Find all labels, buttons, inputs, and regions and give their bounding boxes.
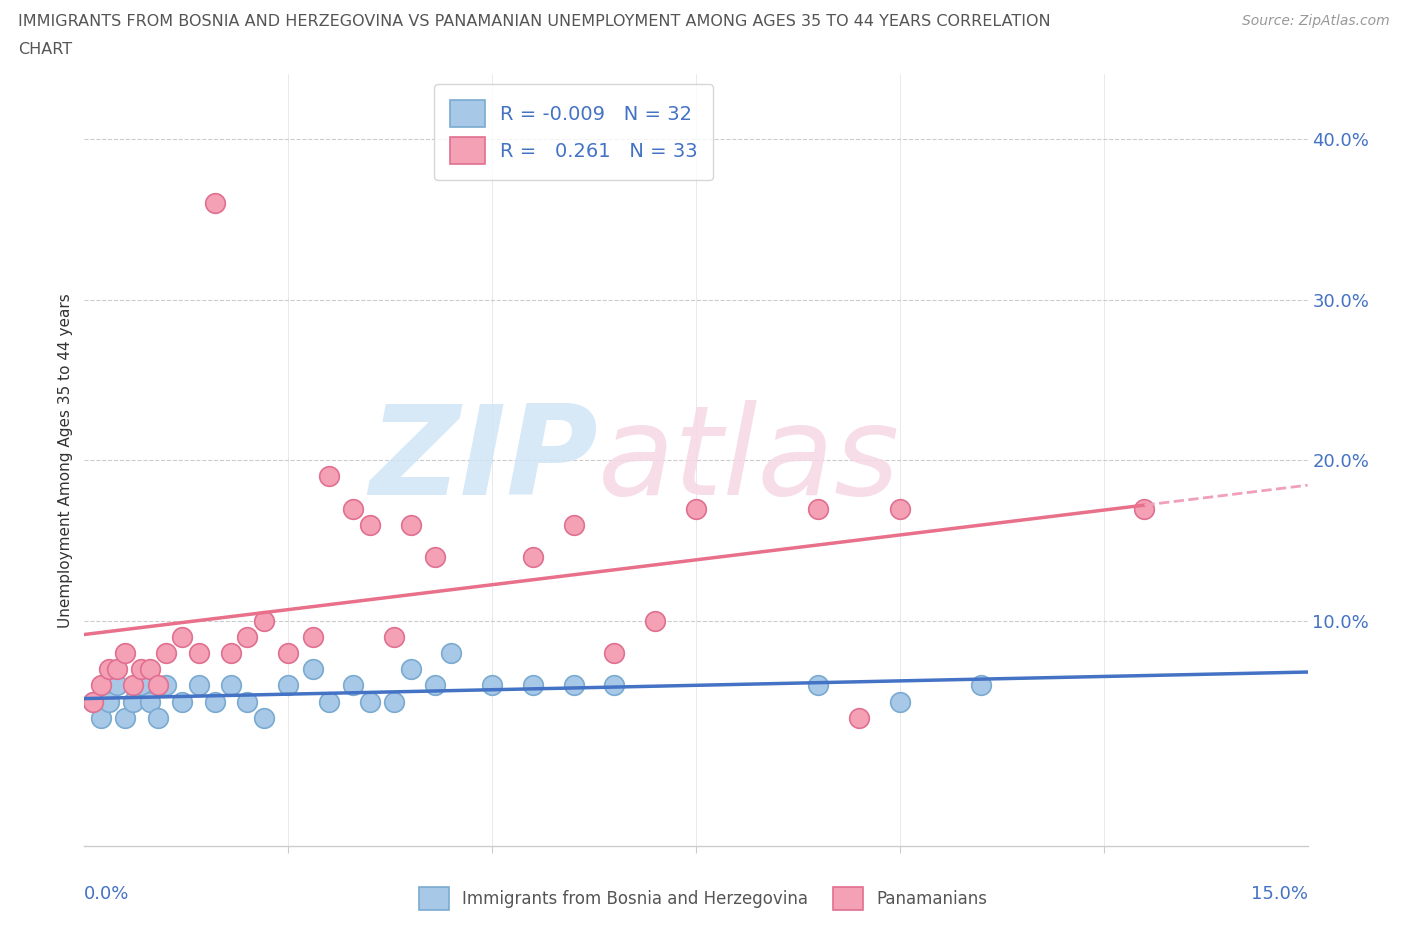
Point — [122, 678, 145, 693]
Point — [1133, 501, 1156, 516]
Point — [644, 614, 666, 629]
Point — [82, 694, 104, 709]
Point — [187, 645, 209, 660]
Point — [562, 517, 585, 532]
Point — [155, 645, 177, 660]
Point — [172, 694, 194, 709]
Point — [685, 501, 707, 516]
Point — [522, 678, 544, 693]
Point — [253, 614, 276, 629]
Point — [848, 711, 870, 725]
Point — [253, 711, 276, 725]
Point — [146, 678, 169, 693]
Point — [90, 678, 112, 693]
Point — [889, 694, 911, 709]
Point — [481, 678, 503, 693]
Point — [236, 630, 259, 644]
Point — [522, 550, 544, 565]
Text: ZIP: ZIP — [370, 400, 598, 521]
Point — [187, 678, 209, 693]
Point — [172, 630, 194, 644]
Point — [146, 711, 169, 725]
Point — [359, 517, 381, 532]
Point — [204, 195, 226, 210]
Point — [277, 678, 299, 693]
Point — [889, 501, 911, 516]
Point — [970, 678, 993, 693]
Y-axis label: Unemployment Among Ages 35 to 44 years: Unemployment Among Ages 35 to 44 years — [58, 293, 73, 628]
Point — [90, 711, 112, 725]
Text: atlas: atlas — [598, 400, 900, 521]
Point — [138, 662, 160, 677]
Point — [382, 630, 405, 644]
Point — [399, 517, 422, 532]
Point — [131, 662, 153, 677]
Point — [603, 645, 626, 660]
Point — [807, 501, 830, 516]
Point — [359, 694, 381, 709]
Point — [399, 662, 422, 677]
Point — [138, 694, 160, 709]
Point — [219, 678, 242, 693]
Point — [440, 645, 463, 660]
Text: IMMIGRANTS FROM BOSNIA AND HERZEGOVINA VS PANAMANIAN UNEMPLOYMENT AMONG AGES 35 : IMMIGRANTS FROM BOSNIA AND HERZEGOVINA V… — [18, 14, 1050, 29]
Point — [114, 711, 136, 725]
Text: CHART: CHART — [18, 42, 72, 57]
Point — [277, 645, 299, 660]
Legend: Immigrants from Bosnia and Herzegovina, Panamanians: Immigrants from Bosnia and Herzegovina, … — [412, 880, 994, 917]
Point — [423, 550, 446, 565]
Point — [301, 630, 323, 644]
Point — [236, 694, 259, 709]
Point — [97, 694, 120, 709]
Point — [219, 645, 242, 660]
Point — [318, 694, 340, 709]
Text: 15.0%: 15.0% — [1250, 885, 1308, 903]
Point — [603, 678, 626, 693]
Legend: R = -0.009   N = 32, R =   0.261   N = 33: R = -0.009 N = 32, R = 0.261 N = 33 — [434, 84, 713, 180]
Point — [114, 645, 136, 660]
Point — [97, 662, 120, 677]
Point — [82, 694, 104, 709]
Point — [204, 694, 226, 709]
Point — [155, 678, 177, 693]
Point — [342, 678, 364, 693]
Point — [301, 662, 323, 677]
Point — [562, 678, 585, 693]
Point — [131, 678, 153, 693]
Point — [122, 694, 145, 709]
Point — [318, 469, 340, 484]
Point — [105, 662, 128, 677]
Point — [105, 678, 128, 693]
Point — [342, 501, 364, 516]
Text: 0.0%: 0.0% — [84, 885, 129, 903]
Point — [382, 694, 405, 709]
Point — [807, 678, 830, 693]
Point — [423, 678, 446, 693]
Text: Source: ZipAtlas.com: Source: ZipAtlas.com — [1241, 14, 1389, 28]
